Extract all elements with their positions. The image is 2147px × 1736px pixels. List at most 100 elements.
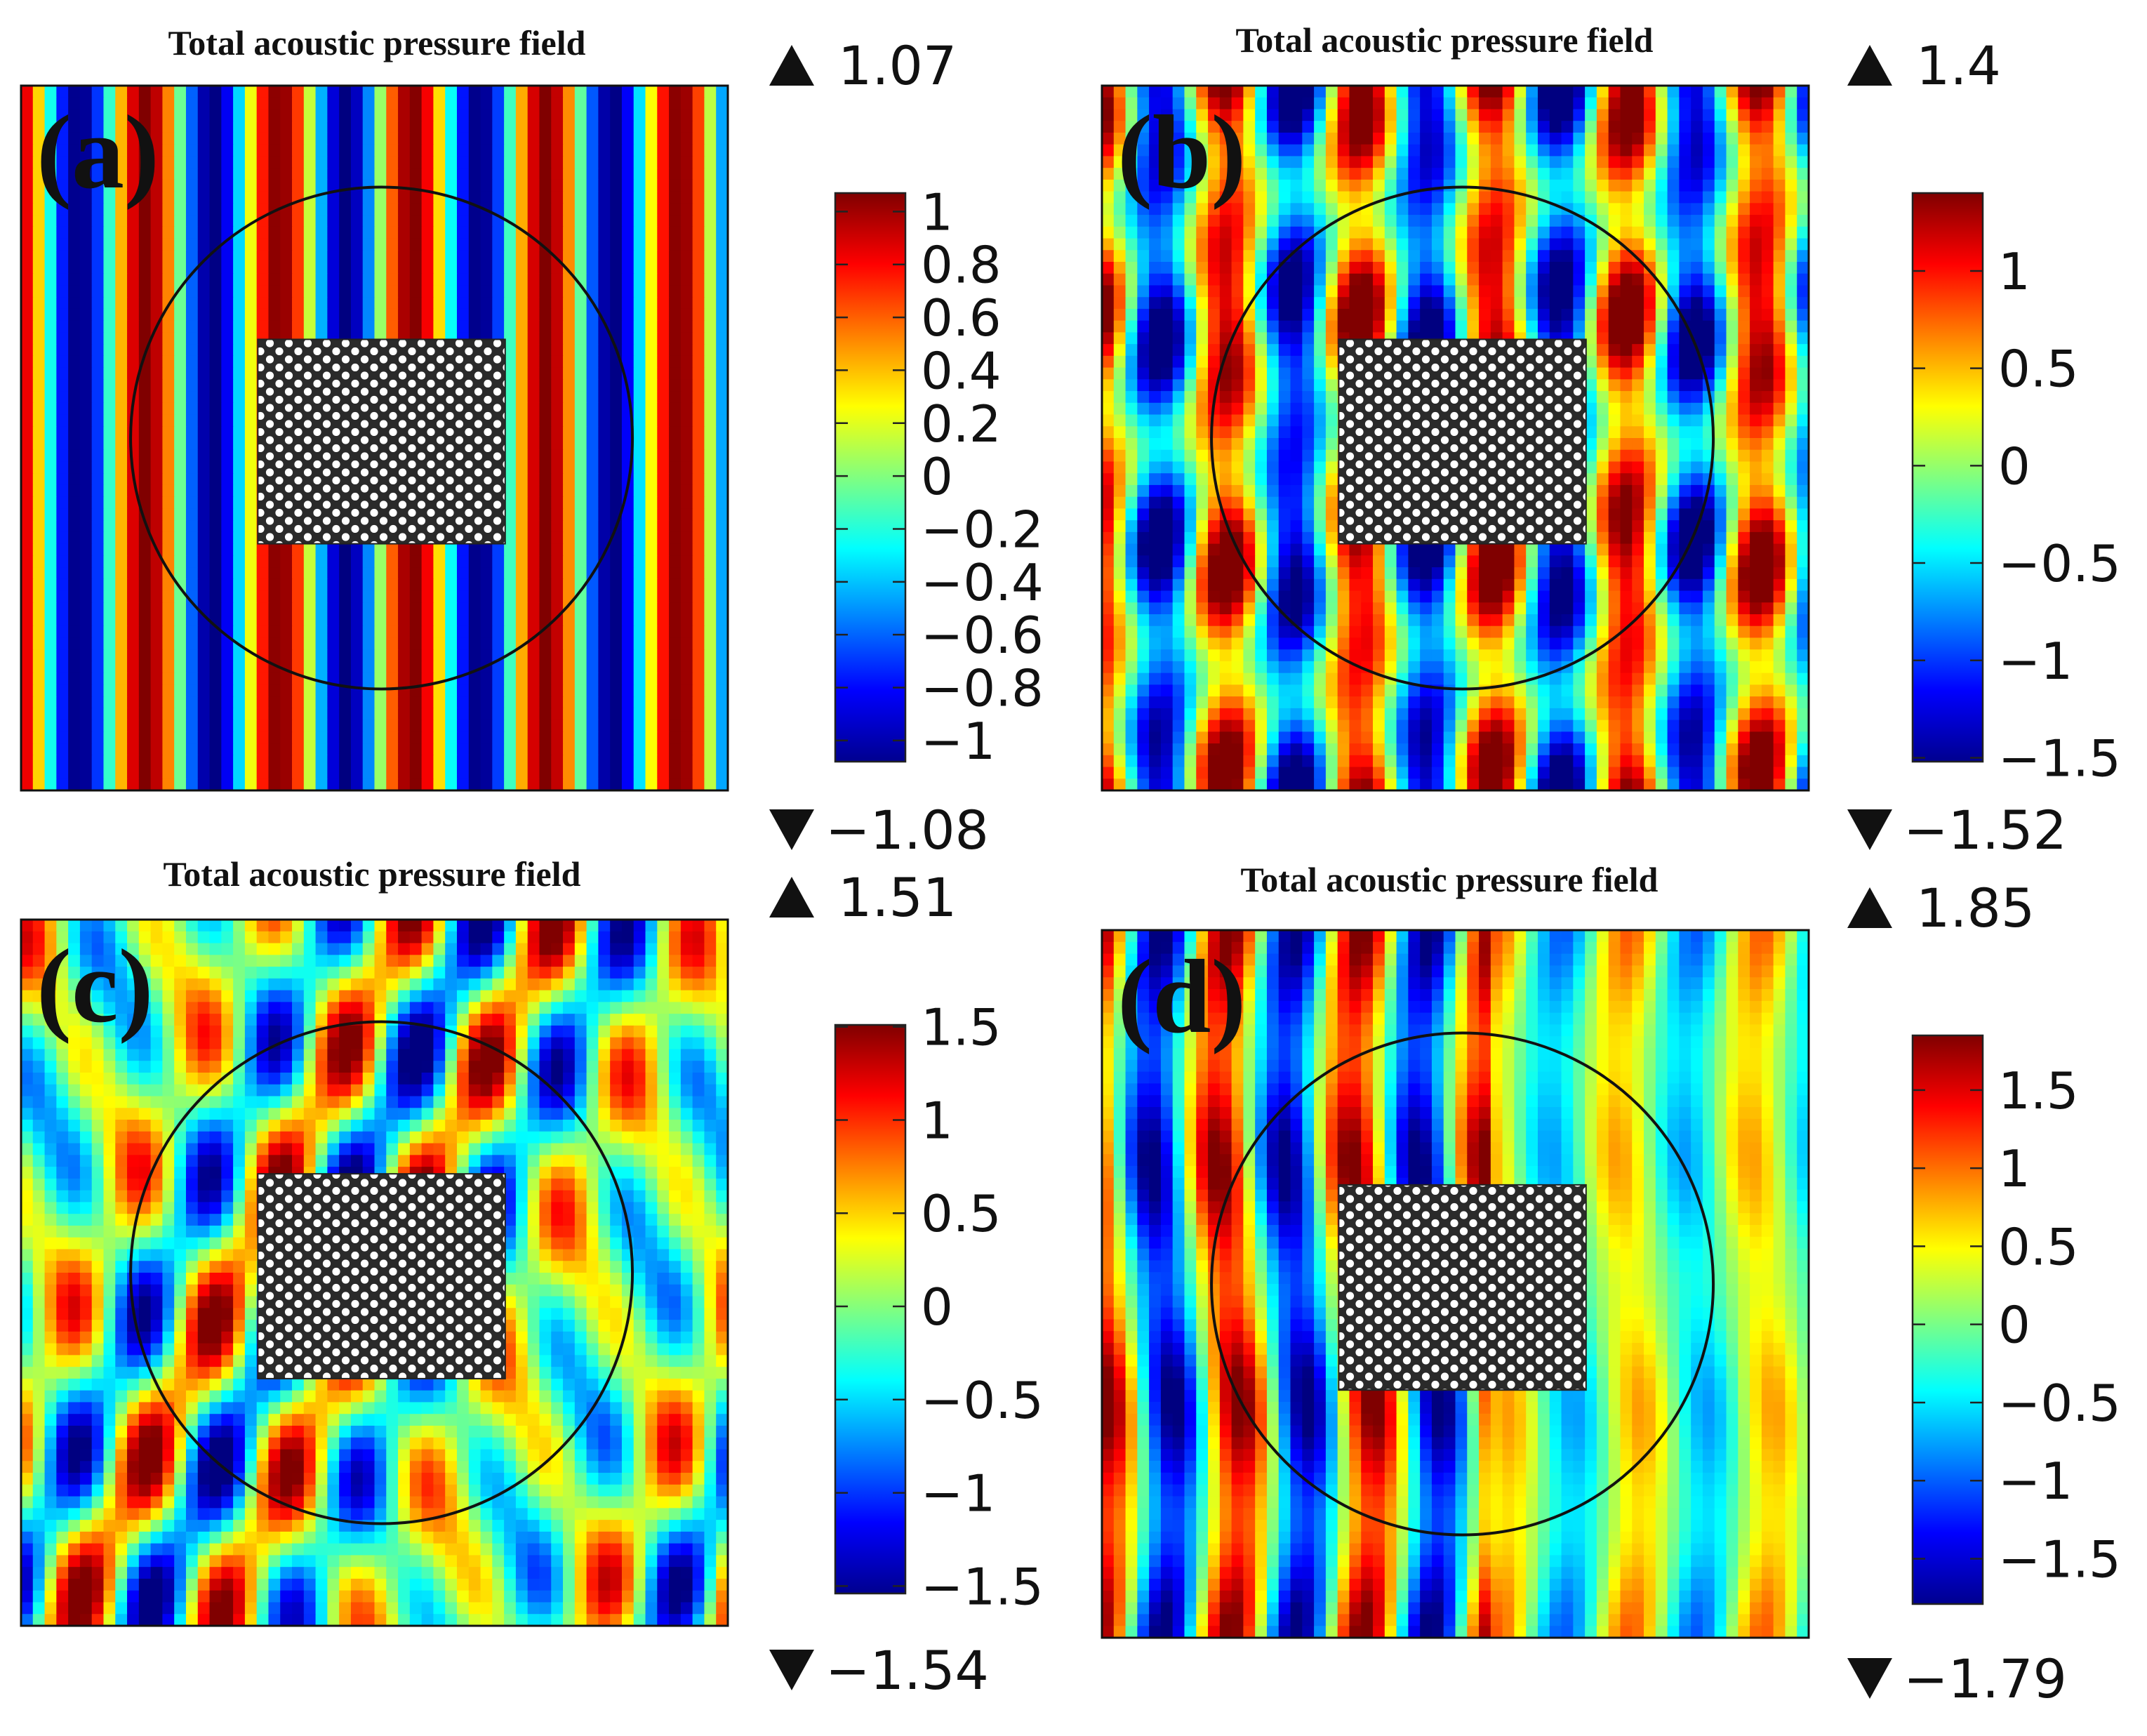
heatmap-cell (574, 743, 587, 756)
heatmap-cell (398, 708, 411, 721)
heatmap-cell (1773, 191, 1786, 204)
heatmap-cell (162, 156, 175, 168)
heatmap-cell (598, 215, 611, 227)
heatmap-cell (244, 250, 258, 263)
heatmap-cell (1738, 297, 1750, 310)
heatmap-cell (103, 625, 116, 639)
heatmap-cell (21, 578, 34, 592)
heatmap-cell (1596, 144, 1609, 157)
heatmap-cell (598, 684, 611, 697)
heatmap-cell (68, 696, 81, 709)
heatmap-cell (91, 285, 105, 298)
heatmap-cell (292, 661, 305, 674)
heatmap-cell (680, 156, 693, 168)
heatmap-cell (1655, 132, 1668, 145)
heatmap-cell (445, 625, 458, 639)
heatmap-cell (1655, 121, 1668, 133)
heatmap-cell (138, 132, 152, 145)
heatmap-cell (574, 567, 587, 580)
heatmap-cell (115, 215, 128, 227)
heatmap-cell (574, 767, 587, 779)
heatmap-cell (563, 484, 576, 498)
heatmap-cell (480, 555, 493, 568)
heatmap-cell (292, 614, 305, 627)
heatmap-cell (398, 614, 411, 627)
heatmap-cell (68, 484, 81, 498)
heatmap-cell (56, 684, 69, 697)
heatmap-cell (645, 743, 658, 756)
heatmap-cell (1479, 273, 1491, 286)
heatmap-cell (657, 262, 670, 274)
heatmap-cell (32, 508, 46, 521)
heatmap-cell (350, 203, 364, 216)
heatmap-cell (68, 320, 81, 333)
heatmap-cell (339, 226, 352, 239)
heatmap-cell (645, 578, 658, 592)
heatmap-cell (339, 578, 352, 592)
heatmap-cell (115, 414, 128, 427)
heatmap-cell (610, 109, 623, 121)
heatmap-cell (1314, 308, 1327, 322)
heatmap-cell (1219, 308, 1232, 322)
heatmap-cell (515, 391, 529, 404)
heatmap-cell (1373, 179, 1385, 192)
heatmap-cell (1608, 156, 1621, 168)
heatmap-cell (244, 484, 258, 498)
heatmap-cell (610, 426, 623, 439)
heatmap-cell (1455, 97, 1468, 110)
heatmap-cell (115, 250, 128, 263)
heatmap-cell (1702, 262, 1715, 274)
heatmap-cell (680, 696, 693, 709)
heatmap-cell (563, 708, 576, 721)
heatmap-cell (174, 755, 187, 768)
heatmap-cell (221, 262, 234, 274)
heatmap-cell (551, 203, 564, 216)
heatmap-cell (315, 543, 328, 556)
heatmap-cell (1160, 215, 1174, 227)
heatmap-cell (716, 449, 729, 463)
heatmap-cell (1702, 191, 1715, 204)
heatmap-cell (292, 144, 305, 157)
heatmap-cell (1573, 262, 1586, 274)
heatmap-cell (221, 179, 234, 192)
heatmap-cell (1514, 262, 1527, 274)
heatmap-cell (1773, 179, 1786, 192)
heatmap-cell (1102, 86, 1115, 98)
heatmap-cell (162, 484, 175, 498)
heatmap-cell (79, 109, 93, 121)
heatmap-cell (221, 672, 234, 685)
heatmap-cell (1620, 168, 1633, 180)
heatmap-cell (221, 531, 234, 545)
heatmap-cell (433, 132, 446, 145)
heatmap-cell (350, 602, 364, 615)
heatmap-cell (327, 238, 340, 251)
heatmap-cell (233, 355, 246, 369)
heatmap-cell (68, 755, 81, 768)
heatmap-cell (586, 720, 599, 732)
heatmap-cell (1750, 168, 1762, 180)
heatmap-cell (527, 543, 540, 556)
heatmap-cell (645, 602, 658, 615)
heatmap-cell (574, 203, 587, 216)
heatmap-cell (174, 661, 187, 674)
heatmap-cell (233, 391, 246, 404)
heatmap-cell (138, 778, 152, 791)
heatmap-cell (138, 602, 152, 615)
heatmap-cell (21, 191, 34, 204)
heatmap-cell (32, 426, 46, 439)
heatmap-cell (1644, 168, 1656, 180)
heatmap-cell (563, 215, 576, 227)
heatmap-cell (586, 86, 599, 98)
heatmap-cell (657, 767, 670, 779)
heatmap-cell (339, 590, 352, 603)
heatmap-cell (1620, 179, 1633, 192)
heatmap-cell (221, 438, 234, 451)
heatmap-cell (103, 438, 116, 451)
heatmap-cell (445, 543, 458, 556)
heatmap-cell (574, 379, 587, 392)
heatmap-cell (1679, 215, 1691, 227)
heatmap-cell (468, 625, 481, 639)
heatmap-cell (185, 379, 199, 392)
heatmap-cell (692, 555, 705, 568)
heatmap-cell (1467, 191, 1480, 204)
